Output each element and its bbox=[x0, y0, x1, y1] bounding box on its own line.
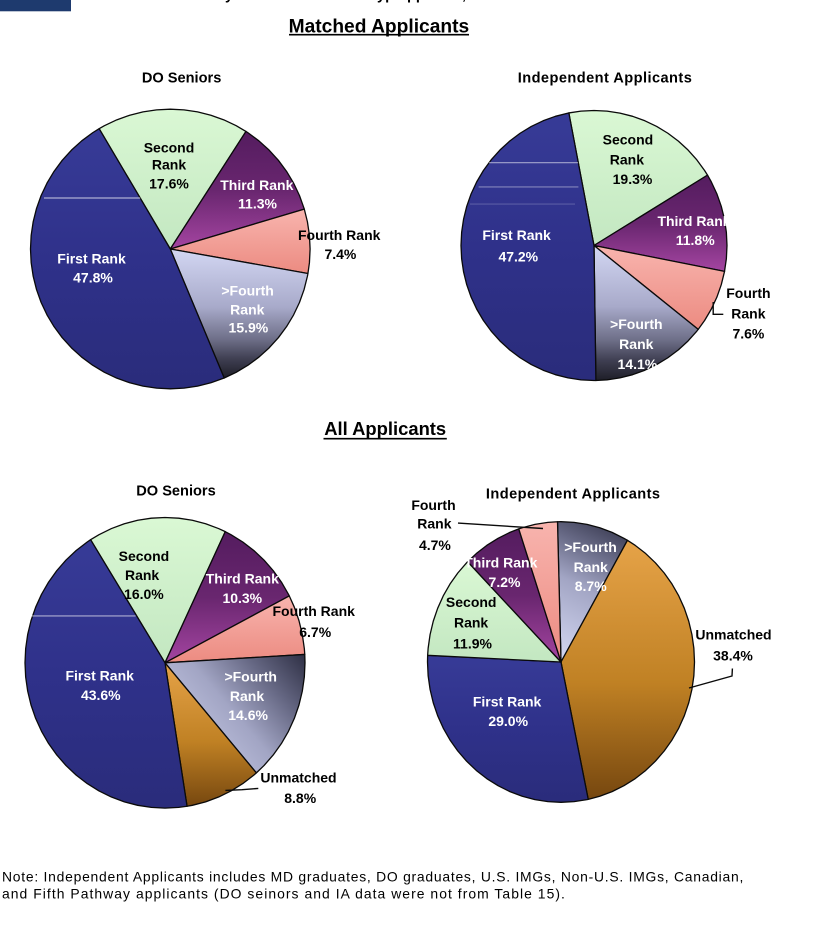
svg-text:10.3%: 10.3% bbox=[222, 590, 262, 606]
svg-text:DO Seniors: DO Seniors bbox=[142, 70, 221, 86]
svg-text:17.6%: 17.6% bbox=[149, 176, 189, 192]
svg-text:8.8%: 8.8% bbox=[284, 790, 316, 806]
svg-text:14.1%: 14.1% bbox=[618, 356, 658, 372]
svg-text:Rank: Rank bbox=[125, 567, 159, 583]
svg-text:Fourth Rank: Fourth Rank bbox=[298, 227, 381, 243]
svg-text:8.7%: 8.7% bbox=[575, 578, 607, 594]
svg-text:Third Rank: Third Rank bbox=[657, 213, 730, 229]
svg-text:Rank: Rank bbox=[230, 688, 264, 704]
svg-text:First Rank: First Rank bbox=[57, 250, 126, 266]
svg-text:pp: pp bbox=[407, 0, 425, 4]
svg-text:Third Rank: Third Rank bbox=[220, 177, 293, 193]
svg-text:Independent Applicants: Independent Applicants bbox=[518, 70, 693, 86]
svg-text:Note: Independent Applicants i: Note: Independent Applicants includes MD… bbox=[2, 869, 744, 885]
svg-text:First Rank: First Rank bbox=[65, 668, 134, 684]
svg-text:DO Seniors: DO Seniors bbox=[136, 484, 215, 500]
svg-text:,: , bbox=[462, 0, 466, 4]
svg-text:yp: yp bbox=[377, 0, 394, 4]
svg-text:Rank: Rank bbox=[230, 301, 264, 317]
svg-text:11.8%: 11.8% bbox=[676, 232, 715, 248]
svg-text:14.6%: 14.6% bbox=[228, 707, 268, 723]
svg-text:38.4%: 38.4% bbox=[713, 648, 753, 664]
svg-text:Rank: Rank bbox=[619, 336, 653, 352]
svg-text:Rank: Rank bbox=[454, 615, 488, 631]
svg-text:>Fourth: >Fourth bbox=[564, 539, 617, 555]
svg-text:7.4%: 7.4% bbox=[324, 246, 356, 262]
svg-text:Second: Second bbox=[446, 594, 497, 610]
svg-text:4.7%: 4.7% bbox=[419, 537, 451, 553]
svg-text:47.8%: 47.8% bbox=[73, 270, 113, 286]
svg-text:Fourth Rank: Fourth Rank bbox=[272, 603, 355, 619]
svg-text:7.6%: 7.6% bbox=[732, 325, 764, 341]
svg-text:Fourth: Fourth bbox=[726, 285, 770, 301]
svg-text:Second: Second bbox=[603, 132, 654, 148]
svg-text:Third Rank: Third Rank bbox=[206, 571, 279, 587]
svg-text:6.7%: 6.7% bbox=[299, 624, 331, 640]
svg-text:Rank: Rank bbox=[610, 152, 644, 168]
svg-text:Fourth: Fourth bbox=[411, 497, 455, 513]
svg-text:Independent Applicants: Independent Applicants bbox=[486, 486, 661, 502]
svg-text:>Fourth: >Fourth bbox=[221, 283, 274, 299]
svg-text:15.9%: 15.9% bbox=[229, 320, 269, 336]
svg-text:First Rank: First Rank bbox=[482, 227, 551, 243]
svg-text:Rank: Rank bbox=[152, 156, 186, 172]
svg-text:All Applicants: All Applicants bbox=[324, 418, 446, 439]
svg-text:7.2%: 7.2% bbox=[489, 574, 521, 590]
svg-text:y: y bbox=[225, 0, 234, 4]
svg-text:Second: Second bbox=[119, 548, 170, 564]
svg-text:19.3%: 19.3% bbox=[613, 171, 653, 187]
svg-text:47.2%: 47.2% bbox=[498, 248, 538, 264]
svg-text:>Fourth: >Fourth bbox=[610, 316, 663, 332]
svg-text:Matched Applicants: Matched Applicants bbox=[289, 17, 470, 38]
svg-text:Rank: Rank bbox=[574, 559, 608, 575]
svg-text:11.3%: 11.3% bbox=[238, 195, 277, 211]
svg-text:First Rank: First Rank bbox=[473, 693, 542, 709]
svg-text:43.6%: 43.6% bbox=[81, 687, 121, 703]
svg-text:>Fourth: >Fourth bbox=[224, 669, 277, 685]
svg-text:29.0%: 29.0% bbox=[488, 713, 528, 729]
svg-text:Third Rank: Third Rank bbox=[464, 554, 537, 570]
svg-text:and Fifth Pathway applicants (: and Fifth Pathway applicants (DO seinors… bbox=[2, 885, 566, 901]
svg-text:Unmatched: Unmatched bbox=[695, 626, 771, 642]
svg-text:Unmatched: Unmatched bbox=[260, 770, 336, 786]
svg-text:Second: Second bbox=[144, 140, 195, 156]
svg-text:11.9%: 11.9% bbox=[453, 636, 492, 652]
svg-text:16.0%: 16.0% bbox=[124, 586, 164, 602]
svg-text:Rank: Rank bbox=[731, 306, 765, 322]
svg-text:Rank: Rank bbox=[417, 515, 451, 531]
